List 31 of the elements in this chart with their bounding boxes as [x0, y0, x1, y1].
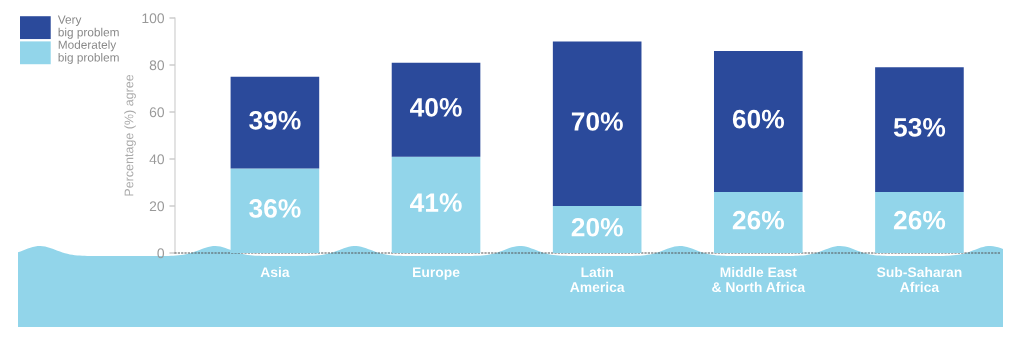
y-axis-title: Percentage (%) agree	[124, 74, 136, 196]
x-tick-label: Sub-Saharan Africa	[877, 266, 962, 293]
y-tick-label: 60	[149, 107, 165, 118]
x-tick-label: Europe	[413, 267, 460, 280]
y-tick-label: 40	[149, 154, 165, 165]
data-label: 70%	[571, 112, 623, 131]
x-tick-label: Latin America	[570, 266, 625, 293]
data-label: 26%	[732, 210, 785, 230]
data-label: 53%	[893, 118, 946, 137]
y-tick-label: 80	[149, 60, 165, 71]
bar	[230, 76, 320, 169]
legend-label: Very big problem	[57, 15, 119, 39]
bar	[391, 62, 481, 157]
legend-label: Moderately big problem	[58, 40, 119, 64]
y-tick-label: 20	[149, 201, 165, 212]
data-label: 20%	[571, 217, 623, 237]
bar	[391, 156, 481, 253]
bar	[713, 191, 803, 253]
bar	[713, 50, 803, 192]
bar	[875, 67, 964, 192]
data-label: 41%	[410, 193, 462, 212]
y-tick-label: 0	[157, 248, 165, 259]
y-tick-label: 100	[142, 13, 165, 24]
data-label: 36%	[249, 199, 301, 218]
x-tick-label: Asia	[260, 266, 290, 278]
data-label: 40%	[410, 98, 462, 117]
data-label: 26%	[893, 210, 946, 230]
data-label: 60%	[732, 109, 785, 129]
bar	[552, 41, 642, 206]
x-tick-label: Middle East & North Africa	[712, 266, 806, 293]
data-label: 39%	[249, 110, 301, 130]
